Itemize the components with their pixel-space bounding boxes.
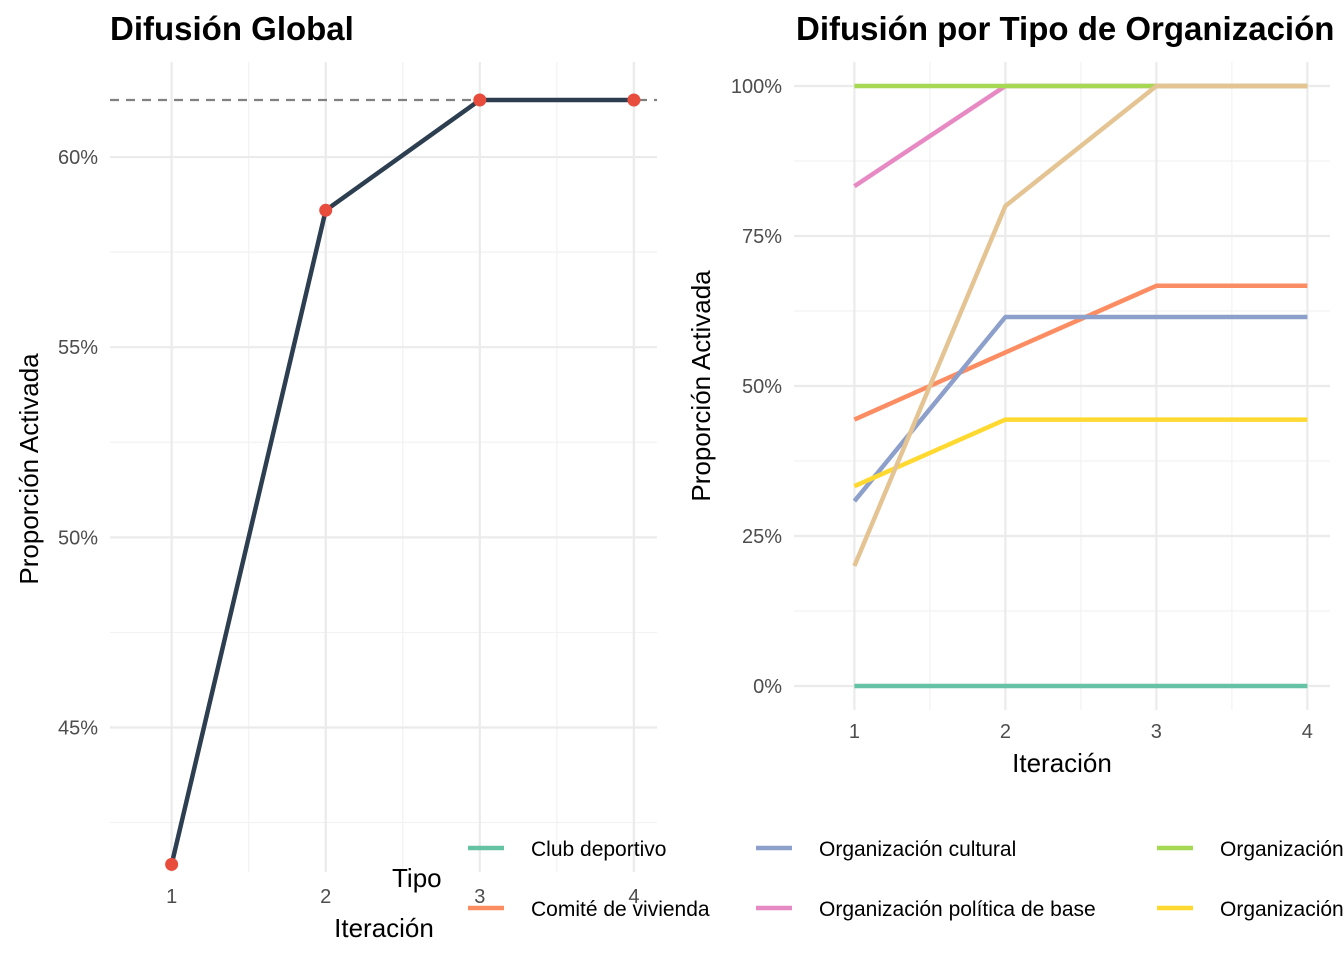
legend-label: Club deportivo [531,838,666,861]
legend-item: Organización [1157,898,1344,921]
x-tick-label: 2 [320,886,331,908]
y-tick-label: 100% [731,76,782,98]
y-tick-label: 0% [753,676,782,698]
data-point [319,203,333,217]
y-tick-label: 45% [58,717,98,739]
legend-item: Organización política de base [756,898,1096,921]
legend-label: Organización [1220,838,1344,861]
legend-item: Comité de vivienda [468,898,710,921]
data-point [165,857,179,871]
series-line-series [852,83,1308,567]
y-tick-label: 50% [742,376,782,398]
legend-label: Organización política de base [819,898,1096,921]
legend-item: Club deportivo [468,838,666,861]
data-point [627,93,641,107]
y-tick-label: 50% [58,527,98,549]
series-line-organizacion-cultural [852,314,1308,503]
y-tick-label: 55% [58,337,98,359]
legend-label: Organización [1220,898,1344,921]
y-tick-label: 25% [742,526,782,548]
x-tick-label: 1 [849,721,860,743]
diffusion-by-type-chart: 0% 25% 50% 75% 100% 1 2 3 4 Difusión por Tipo d… [686,10,1334,778]
y-tick-label: 60% [58,147,98,169]
x-tick-label: 1 [166,886,177,908]
legend-item: Organización [1157,838,1344,861]
data-point [473,93,487,107]
chart-title: Difusión por Tipo de Organización [796,10,1334,47]
x-axis-title: Iteración [334,913,434,943]
legend-label: Organización cultural [819,838,1016,861]
legend: Tipo Club deportivo Comité de vivienda Org… [392,838,1344,921]
legend-item: Organización cultural [756,838,1016,861]
series-line-series [169,97,634,865]
series-line-organizacion [853,417,1308,489]
x-tick-label: 3 [1151,721,1162,743]
x-tick-label: 3 [474,886,485,908]
y-axis-title: Proporción Activada [686,270,716,502]
y-tick-label: 75% [742,226,782,248]
legend-title: Tipo [392,863,442,893]
x-tick-label: 4 [1302,721,1313,743]
x-axis-title: Iteración [1012,748,1112,778]
legend-label: Comité de vivienda [531,898,710,921]
x-tick-label: 2 [1000,721,1011,743]
x-tick-label: 4 [628,886,639,908]
chart-title: Difusión Global [110,10,354,47]
global-diffusion-chart: 45% 50% 55% 60% 1 2 3 4 Difusión Global Propor… [14,10,657,943]
y-axis-title: Proporción Activada [14,353,44,585]
